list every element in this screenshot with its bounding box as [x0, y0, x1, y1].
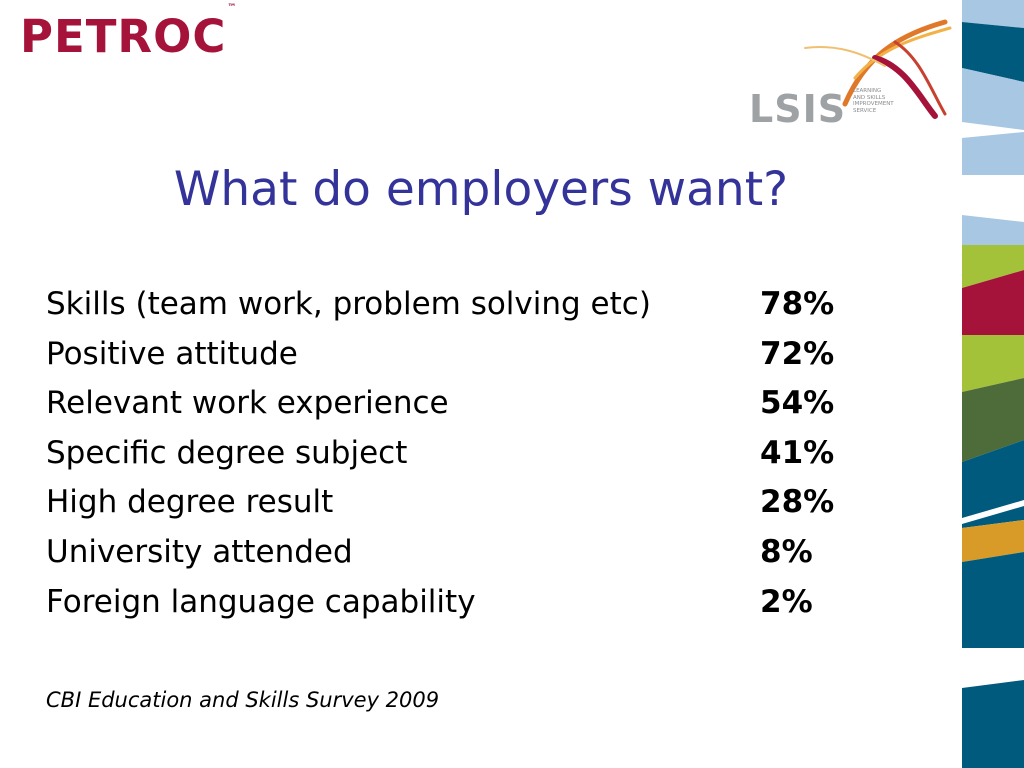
lsis-tagline: LEARNING AND SKILLS IMPROVEMENT SERVICE	[853, 88, 913, 114]
item-value: 78%	[760, 286, 835, 322]
lsis-tagline-line: LEARNING	[853, 88, 882, 94]
item-value: 54%	[760, 385, 835, 422]
item-label: Specific degree subject	[46, 434, 408, 471]
item-value: 41%	[760, 434, 835, 471]
item-label: Skills (team work, problem solving etc)	[46, 286, 651, 322]
decorative-stripes	[962, 0, 1024, 768]
list-item: Positive attitude 72%	[46, 332, 926, 382]
lsis-swoosh-icon	[804, 19, 952, 119]
list-item: Relevant work experience 54%	[46, 381, 926, 431]
petroc-logo: PETROC™	[20, 4, 237, 60]
slide-title: What do employers want?	[173, 162, 789, 217]
list-item: Skills (team work, problem solving etc) …	[46, 282, 926, 332]
lsis-logo: LSIS LEARNING AND SKILLS IMPROVEMENT SER…	[745, 18, 960, 128]
source-citation: CBI Education and Skills Survey 2009	[46, 688, 440, 712]
item-value: 28%	[760, 484, 835, 521]
petroc-logo-text: PETROC	[20, 10, 227, 63]
lsis-tagline-line: AND SKILLS	[853, 94, 886, 101]
item-label: Positive attitude	[46, 335, 298, 372]
lsis-tagline-line: SERVICE	[853, 107, 877, 114]
list-item: Specific degree subject 41%	[46, 431, 926, 481]
item-value: 72%	[760, 335, 835, 372]
item-label: High degree result	[46, 484, 334, 521]
item-label: Relevant work experience	[46, 385, 449, 422]
trademark-mark: ™	[227, 3, 238, 13]
list-item: University attended 8%	[46, 530, 926, 580]
lsis-logo-text: LSIS	[749, 87, 847, 131]
item-label: Foreign language capability	[46, 583, 476, 620]
list-item: Foreign language capability 2%	[46, 580, 926, 630]
statistics-list: Skills (team work, problem solving etc) …	[46, 282, 926, 629]
item-label: University attended	[46, 533, 353, 570]
list-item: High degree result 28%	[46, 480, 926, 530]
lsis-tagline-line: IMPROVEMENT	[853, 101, 894, 107]
item-value: 2%	[760, 583, 813, 620]
item-value: 8%	[760, 533, 813, 570]
